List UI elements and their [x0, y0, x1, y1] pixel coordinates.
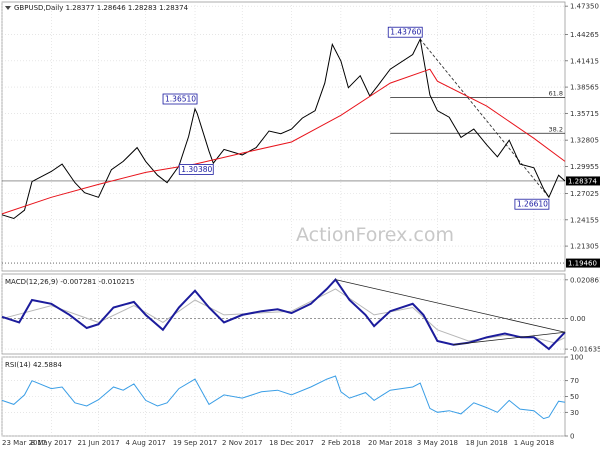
annotation-label: 1.30380 [181, 165, 212, 174]
dashed-trendline [419, 38, 550, 198]
rsi-tick-label: 100 [570, 354, 583, 362]
annotations: 1.43760 1.36510 1.30380 1.26610 [162, 26, 550, 210]
price-tick-label: 1.41415 [570, 57, 599, 65]
price-tick-label: 1.27025 [570, 190, 599, 198]
x-tick-label: 2 Nov 2017 [222, 439, 262, 447]
fib-label: 61.8 [549, 89, 563, 97]
current-price-badge [566, 176, 600, 186]
macd-tick-label: 0.020861 [570, 276, 600, 284]
macd-lower-trendline [453, 331, 566, 346]
macd-tick-label: -0.016357 [570, 346, 600, 354]
x-tick-label: 20 Mar 2018 [368, 439, 412, 447]
support-badge [566, 258, 600, 268]
rsi-tick-label: 70 [570, 377, 579, 385]
annotation-label: 1.43760 [390, 28, 421, 37]
annotation-box [514, 198, 550, 210]
annotation-box [387, 26, 423, 38]
current-price-label: 1.28374 [568, 177, 597, 185]
moving-average-series [1, 68, 566, 215]
grid-layer [1, 2, 565, 437]
price-tick-label: 1.47350 [570, 3, 599, 11]
price-panel: GBPUSD,Daily 1.28377 1.28646 1.28283 1.2… [1, 3, 600, 268]
macd-series [1, 278, 566, 351]
price-tick-label: 1.21305 [570, 243, 599, 251]
signal-series [1, 288, 566, 344]
price-series [1, 37, 566, 220]
x-tick-label: 23 Mar 2017 [2, 439, 46, 447]
watermark: ActionForex.com [296, 224, 454, 246]
macd-tick-label: 0.00 [570, 315, 586, 323]
x-tick-label: 18 Jun 2018 [466, 439, 508, 447]
annotation-box [162, 93, 198, 105]
x-tick-label: 18 Dec 2017 [269, 439, 314, 447]
support-tag: 1.19460 [566, 258, 600, 268]
rsi-header: RSI(14) 42.5884 [5, 361, 62, 369]
current-price-tag: 1.28374 [566, 176, 600, 186]
price-tick-label: 1.29955 [570, 163, 599, 171]
macd-header: MACD(12,26,9) -0.007281 -0.010215 [5, 278, 134, 286]
macd-upper-trendline [335, 279, 566, 333]
annotation-label: 1.26610 [517, 200, 548, 209]
price-tick-label: 1.44265 [570, 31, 599, 39]
x-tick-label: 8 May 2017 [31, 439, 72, 447]
price-tick-label: 1.38565 [570, 84, 599, 92]
x-tick-label: 4 Aug 2017 [126, 439, 166, 447]
price-header: GBPUSD,Daily 1.28377 1.28646 1.28283 1.2… [14, 4, 189, 12]
rsi-tick-label: 0 [570, 433, 574, 441]
price-tick-label: 1.32805 [570, 137, 599, 145]
price-axis: 1.47350 1.44265 1.41415 1.38565 1.35715 1.328… [565, 3, 599, 251]
macd-panel: MACD(12,26,9) -0.007281 -0.010215 0.0208… [1, 276, 600, 354]
rsi-series [1, 375, 566, 420]
x-tick-label: 21 Jun 2017 [77, 439, 119, 447]
support-label: 1.19460 [568, 260, 597, 268]
fib-levels: 61.8 38.2 [390, 89, 565, 134]
x-tick-label: 19 Sep 2017 [173, 439, 217, 447]
rsi-panel: RSI(14) 42.5884 100 70 50 30 0 [1, 354, 583, 441]
triangle-down-icon [5, 6, 11, 10]
price-tick-label: 1.24155 [570, 216, 599, 224]
rsi-tick-label: 30 [570, 409, 579, 417]
x-tick-label: 1 Aug 2018 [514, 439, 554, 447]
macd-axis: 0.020861 0.00 -0.016357 [565, 276, 600, 354]
rsi-axis: 100 70 50 30 0 [565, 354, 583, 441]
price-tick-label: 1.35715 [570, 110, 599, 118]
x-tick-label: 2 Feb 2018 [321, 439, 360, 447]
rsi-tick-label: 50 [570, 393, 579, 401]
x-tick-label: 3 May 2018 [417, 439, 458, 447]
price-panel-frame [1, 1, 566, 272]
annotation-box [178, 164, 214, 175]
annotation-label: 1.36510 [165, 95, 196, 104]
fib-label: 38.2 [549, 125, 563, 133]
